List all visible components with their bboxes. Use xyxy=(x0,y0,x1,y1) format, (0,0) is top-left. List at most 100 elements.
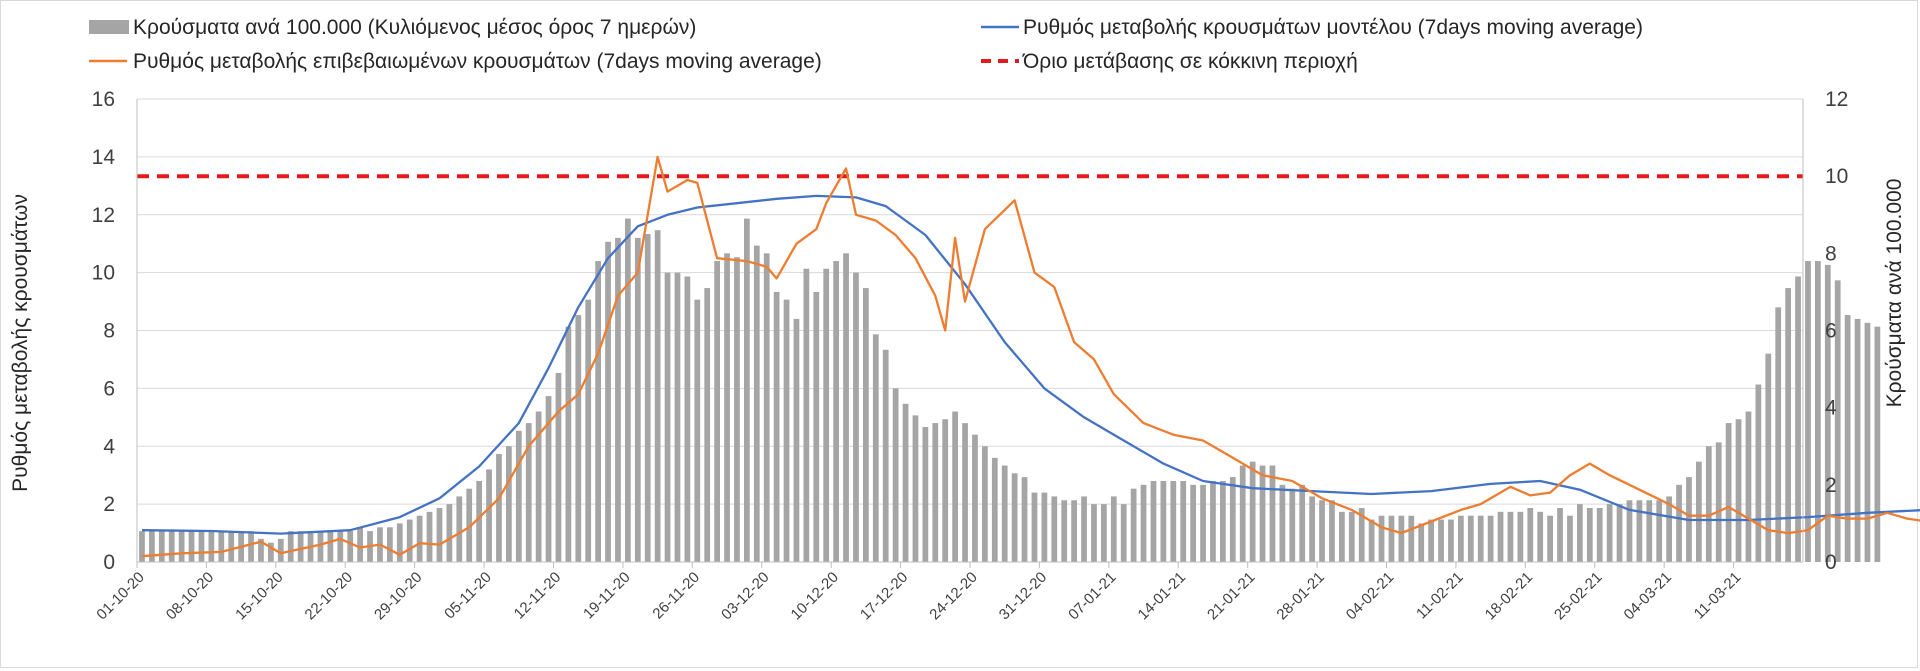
bar xyxy=(1358,507,1365,562)
bar xyxy=(1606,504,1613,562)
x-tick-label: 21-01-21 xyxy=(1204,569,1258,623)
bar xyxy=(406,519,413,562)
bar xyxy=(1428,519,1435,562)
bar xyxy=(258,538,264,562)
bar xyxy=(902,403,909,562)
bar xyxy=(773,291,780,562)
x-tick-label: 26-11-20 xyxy=(649,569,703,623)
bar xyxy=(823,268,830,562)
bar xyxy=(1150,480,1157,562)
bar xyxy=(1596,507,1603,562)
bar xyxy=(674,272,681,562)
bar xyxy=(1467,515,1474,562)
bar xyxy=(505,446,512,562)
bar xyxy=(793,318,800,562)
bar xyxy=(1616,504,1623,562)
x-tick-label: 03-12-20 xyxy=(718,569,772,623)
bar xyxy=(1805,261,1811,562)
bar xyxy=(1200,484,1206,562)
bar xyxy=(1448,519,1454,562)
bar xyxy=(1676,484,1682,562)
y-left-tick-label: 6 xyxy=(103,377,115,400)
bar xyxy=(1011,473,1018,562)
bar xyxy=(535,411,542,562)
y-axis-right: 0 2 4 6 8 10 12 xyxy=(1802,88,1848,574)
x-tick-label: 05-11-20 xyxy=(441,569,495,623)
bar xyxy=(555,372,562,562)
bar xyxy=(1547,515,1554,562)
bar xyxy=(991,457,998,562)
bar xyxy=(1338,511,1345,562)
bar xyxy=(248,531,254,562)
bar xyxy=(218,531,225,562)
bar xyxy=(198,531,205,562)
bar xyxy=(1249,461,1256,562)
bar xyxy=(843,253,849,563)
bar xyxy=(942,419,949,562)
bar xyxy=(317,531,324,562)
bar xyxy=(168,531,175,562)
bar xyxy=(1517,511,1524,562)
bar xyxy=(1398,515,1405,562)
bar xyxy=(972,434,978,562)
bar xyxy=(1219,480,1226,562)
bar xyxy=(1021,477,1028,562)
bar xyxy=(426,511,433,562)
bar xyxy=(148,531,155,562)
bar xyxy=(525,423,532,562)
bar xyxy=(456,496,463,562)
bar xyxy=(882,349,889,562)
bar xyxy=(1061,500,1068,562)
bar xyxy=(1666,496,1673,562)
y-right-tick-label: 12 xyxy=(1825,88,1848,111)
bar xyxy=(634,237,641,562)
bar xyxy=(1507,511,1514,562)
bar xyxy=(1656,500,1663,562)
bar xyxy=(178,531,185,562)
bar xyxy=(1180,480,1187,562)
bar xyxy=(1378,515,1385,562)
bar xyxy=(1785,288,1792,562)
bar xyxy=(476,480,483,562)
x-tick-label: 29-10-20 xyxy=(371,569,425,623)
x-tick-label: 19-11-20 xyxy=(580,569,634,623)
line-series xyxy=(137,155,1920,558)
legend-label-threshold: Όριο μετάβασης σε κόκκινη περιοχή xyxy=(1022,50,1358,73)
y-left-tick-label: 0 xyxy=(103,551,115,574)
bar xyxy=(922,426,929,562)
bar xyxy=(1814,261,1821,562)
y-right-tick-label: 10 xyxy=(1825,165,1848,188)
bar xyxy=(416,515,423,562)
x-tick-label: 22-10-20 xyxy=(302,569,356,623)
bar xyxy=(1874,326,1881,562)
bar xyxy=(1329,500,1335,562)
y-axis-left: 0 2 4 6 8 10 12 14 16 xyxy=(92,88,138,574)
bar xyxy=(1487,515,1494,562)
x-tick-label: 25-02-21 xyxy=(1551,569,1605,623)
bar xyxy=(1438,519,1444,562)
x-tick-label: 04-02-21 xyxy=(1343,569,1397,623)
bar xyxy=(228,531,235,562)
bar xyxy=(267,542,274,562)
y-left-tick-label: 4 xyxy=(103,435,115,458)
bar xyxy=(763,253,770,563)
bar xyxy=(1110,496,1117,562)
bar xyxy=(813,291,820,562)
bar xyxy=(1408,515,1415,562)
bar xyxy=(1309,496,1316,562)
x-tick-label: 31-12-20 xyxy=(996,569,1050,623)
bar xyxy=(1567,515,1573,562)
legend: Κρούσματα ανά 100.000 (Κυλιόμενος μέσος … xyxy=(89,16,1643,73)
confirmed-rate-line xyxy=(141,155,1920,558)
y-left-tick-label: 16 xyxy=(92,88,115,111)
bar xyxy=(743,218,750,562)
bar xyxy=(644,234,651,562)
bar xyxy=(1081,496,1087,562)
y-left-tick-label: 14 xyxy=(92,146,116,169)
x-axis: 01-10-20 08-10-20 15-10-20 22-10-20 29-10-20… xyxy=(93,561,1803,623)
y-axis-left-title: Ρυθμός μεταβολής κρουσμάτων xyxy=(9,194,32,492)
bar xyxy=(1299,484,1306,562)
legend-label-confirmed-line: Ρυθμός μεταβολής επιβεβαιωμένων κρουσμάτ… xyxy=(133,50,822,73)
bar xyxy=(1537,511,1544,562)
